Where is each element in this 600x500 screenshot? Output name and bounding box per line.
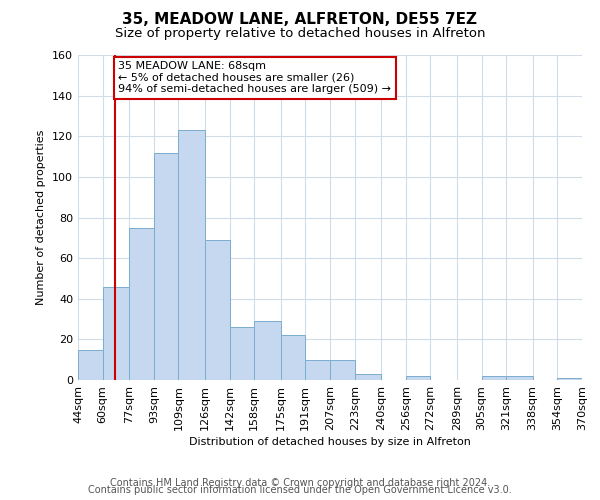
Bar xyxy=(406,376,430,380)
Text: 35 MEADOW LANE: 68sqm
← 5% of detached houses are smaller (26)
94% of semi-detac: 35 MEADOW LANE: 68sqm ← 5% of detached h… xyxy=(118,61,391,94)
Bar xyxy=(482,376,506,380)
Bar xyxy=(178,130,205,380)
Bar xyxy=(330,360,355,380)
Bar xyxy=(103,286,129,380)
Bar xyxy=(78,350,103,380)
Bar xyxy=(506,376,533,380)
Text: 35, MEADOW LANE, ALFRETON, DE55 7EZ: 35, MEADOW LANE, ALFRETON, DE55 7EZ xyxy=(122,12,478,28)
Bar xyxy=(154,152,178,380)
Bar xyxy=(281,336,305,380)
Text: Contains HM Land Registry data © Crown copyright and database right 2024.: Contains HM Land Registry data © Crown c… xyxy=(110,478,490,488)
Bar xyxy=(205,240,230,380)
Bar xyxy=(355,374,381,380)
Bar xyxy=(254,321,281,380)
Bar xyxy=(129,228,154,380)
Bar xyxy=(305,360,330,380)
Text: Size of property relative to detached houses in Alfreton: Size of property relative to detached ho… xyxy=(115,28,485,40)
X-axis label: Distribution of detached houses by size in Alfreton: Distribution of detached houses by size … xyxy=(189,437,471,447)
Text: Contains public sector information licensed under the Open Government Licence v3: Contains public sector information licen… xyxy=(88,485,512,495)
Bar xyxy=(557,378,582,380)
Y-axis label: Number of detached properties: Number of detached properties xyxy=(37,130,46,305)
Bar xyxy=(230,327,254,380)
